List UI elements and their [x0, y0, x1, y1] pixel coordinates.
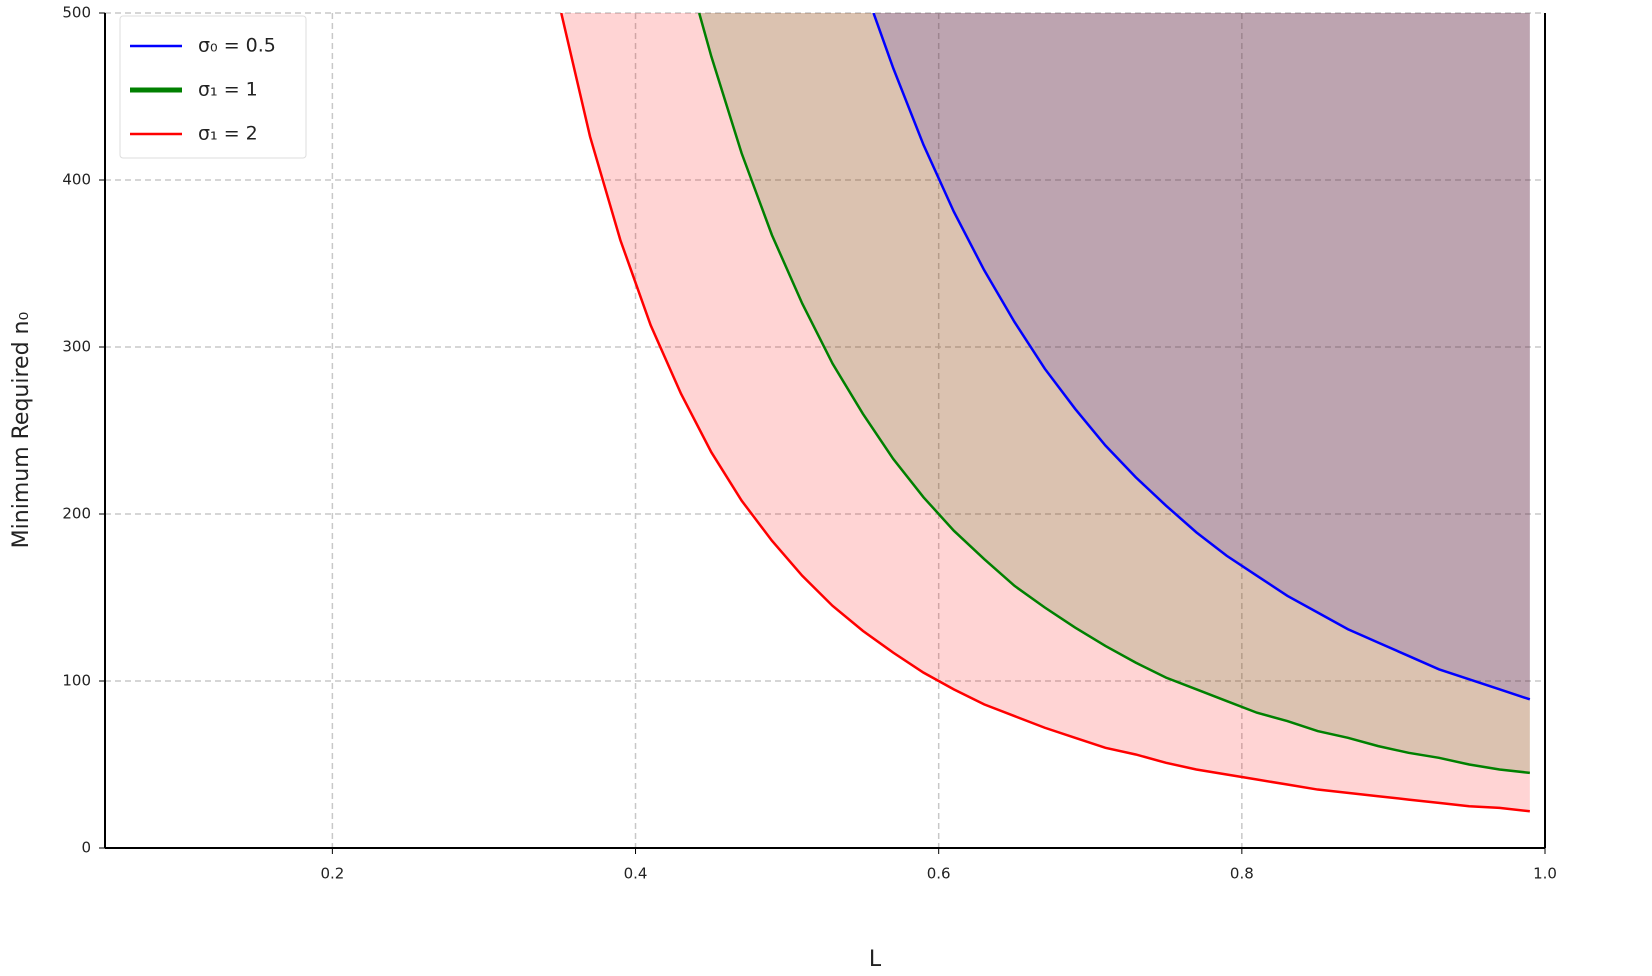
legend-label: σ₁ = 1 — [198, 79, 258, 101]
shaded-region — [699, 13, 1530, 773]
legend-label: σ₁ = 2 — [198, 123, 258, 145]
y-tick-label: 0 — [81, 839, 91, 857]
x-tick-label: 1.0 — [1533, 865, 1557, 883]
y-tick-label: 100 — [62, 672, 91, 690]
x-tick-label: 0.6 — [927, 865, 951, 883]
x-axis-label: L — [869, 947, 882, 972]
data-line — [697, 13, 1530, 775]
shaded-region — [561, 13, 1530, 812]
legend-label: σ₀ = 0.5 — [198, 35, 276, 57]
y-tick-label: 300 — [62, 338, 91, 356]
data-line — [872, 13, 1531, 701]
x-tick-label: 0.2 — [320, 865, 344, 883]
shaded-region — [873, 13, 1530, 700]
x-tick-label: 0.4 — [624, 865, 648, 883]
x-tick-label: 0.8 — [1230, 865, 1254, 883]
y-tick-label: 400 — [62, 171, 91, 189]
legend-box — [119, 15, 307, 159]
plot-area — [560, 13, 1531, 813]
data-line — [560, 13, 1530, 813]
y-tick-label: 200 — [62, 505, 91, 523]
y-tick-label: 500 — [62, 4, 91, 22]
y-axis-label: Minimum Required n₀ — [9, 312, 34, 549]
